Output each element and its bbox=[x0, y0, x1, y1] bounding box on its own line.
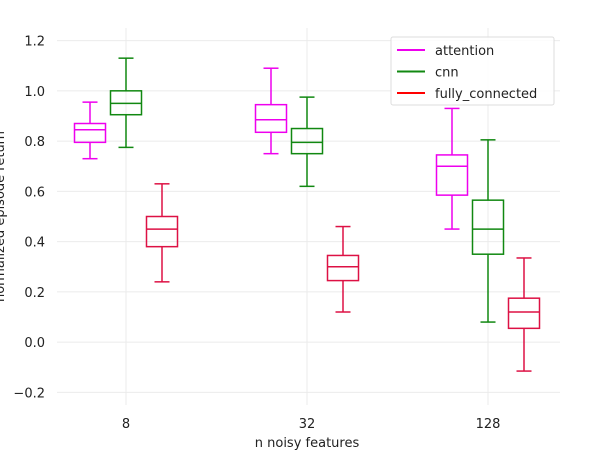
box-iqr bbox=[145, 215, 179, 248]
x-axis-label: n noisy features bbox=[255, 436, 360, 451]
box-iqr bbox=[471, 199, 505, 255]
x-tick-label: 32 bbox=[299, 417, 316, 432]
legend-label: cnn bbox=[435, 66, 459, 81]
y-tick-label: 1.0 bbox=[24, 85, 45, 100]
box-attention-128 bbox=[435, 107, 469, 230]
box-attention-8 bbox=[73, 101, 107, 160]
y-axis-label: normalized episode return bbox=[0, 131, 8, 302]
y-tick-label: 0.8 bbox=[24, 135, 45, 150]
y-axis-ticks: −0.2 0.0 0.2 0.4 0.6 0.8 1.0 1.2 bbox=[13, 35, 45, 402]
y-tick-label: 0.4 bbox=[24, 236, 45, 251]
box-iqr bbox=[290, 127, 324, 155]
x-tick-label: 128 bbox=[476, 417, 501, 432]
box-attention-32 bbox=[254, 67, 288, 155]
legend-frame bbox=[390, 36, 555, 106]
box-cnn-32 bbox=[290, 96, 324, 188]
box-fully_connected-128 bbox=[507, 257, 541, 372]
box-cnn-8 bbox=[109, 57, 143, 149]
box-cnn-128 bbox=[471, 139, 505, 323]
x-axis-ticks: 8 32 128 bbox=[122, 417, 501, 432]
box-iqr bbox=[507, 297, 541, 330]
box-iqr bbox=[254, 103, 288, 134]
box-fully_connected-8 bbox=[145, 183, 179, 283]
legend-label: attention bbox=[435, 44, 494, 59]
box-fully_connected-32 bbox=[326, 225, 360, 313]
y-tick-label: −0.2 bbox=[13, 386, 45, 401]
legend-label: fully_connected bbox=[435, 87, 537, 102]
y-tick-label: 0.0 bbox=[24, 336, 45, 351]
y-tick-label: 1.2 bbox=[24, 35, 45, 50]
x-tick-label: 8 bbox=[122, 417, 130, 432]
box-iqr bbox=[435, 154, 469, 196]
y-tick-label: 0.6 bbox=[24, 185, 45, 200]
box-iqr bbox=[73, 122, 107, 144]
box-plots bbox=[73, 57, 541, 372]
y-tick-label: 0.2 bbox=[24, 286, 45, 301]
legend: attention cnn fully_connected bbox=[390, 36, 555, 106]
box-iqr bbox=[326, 254, 360, 282]
